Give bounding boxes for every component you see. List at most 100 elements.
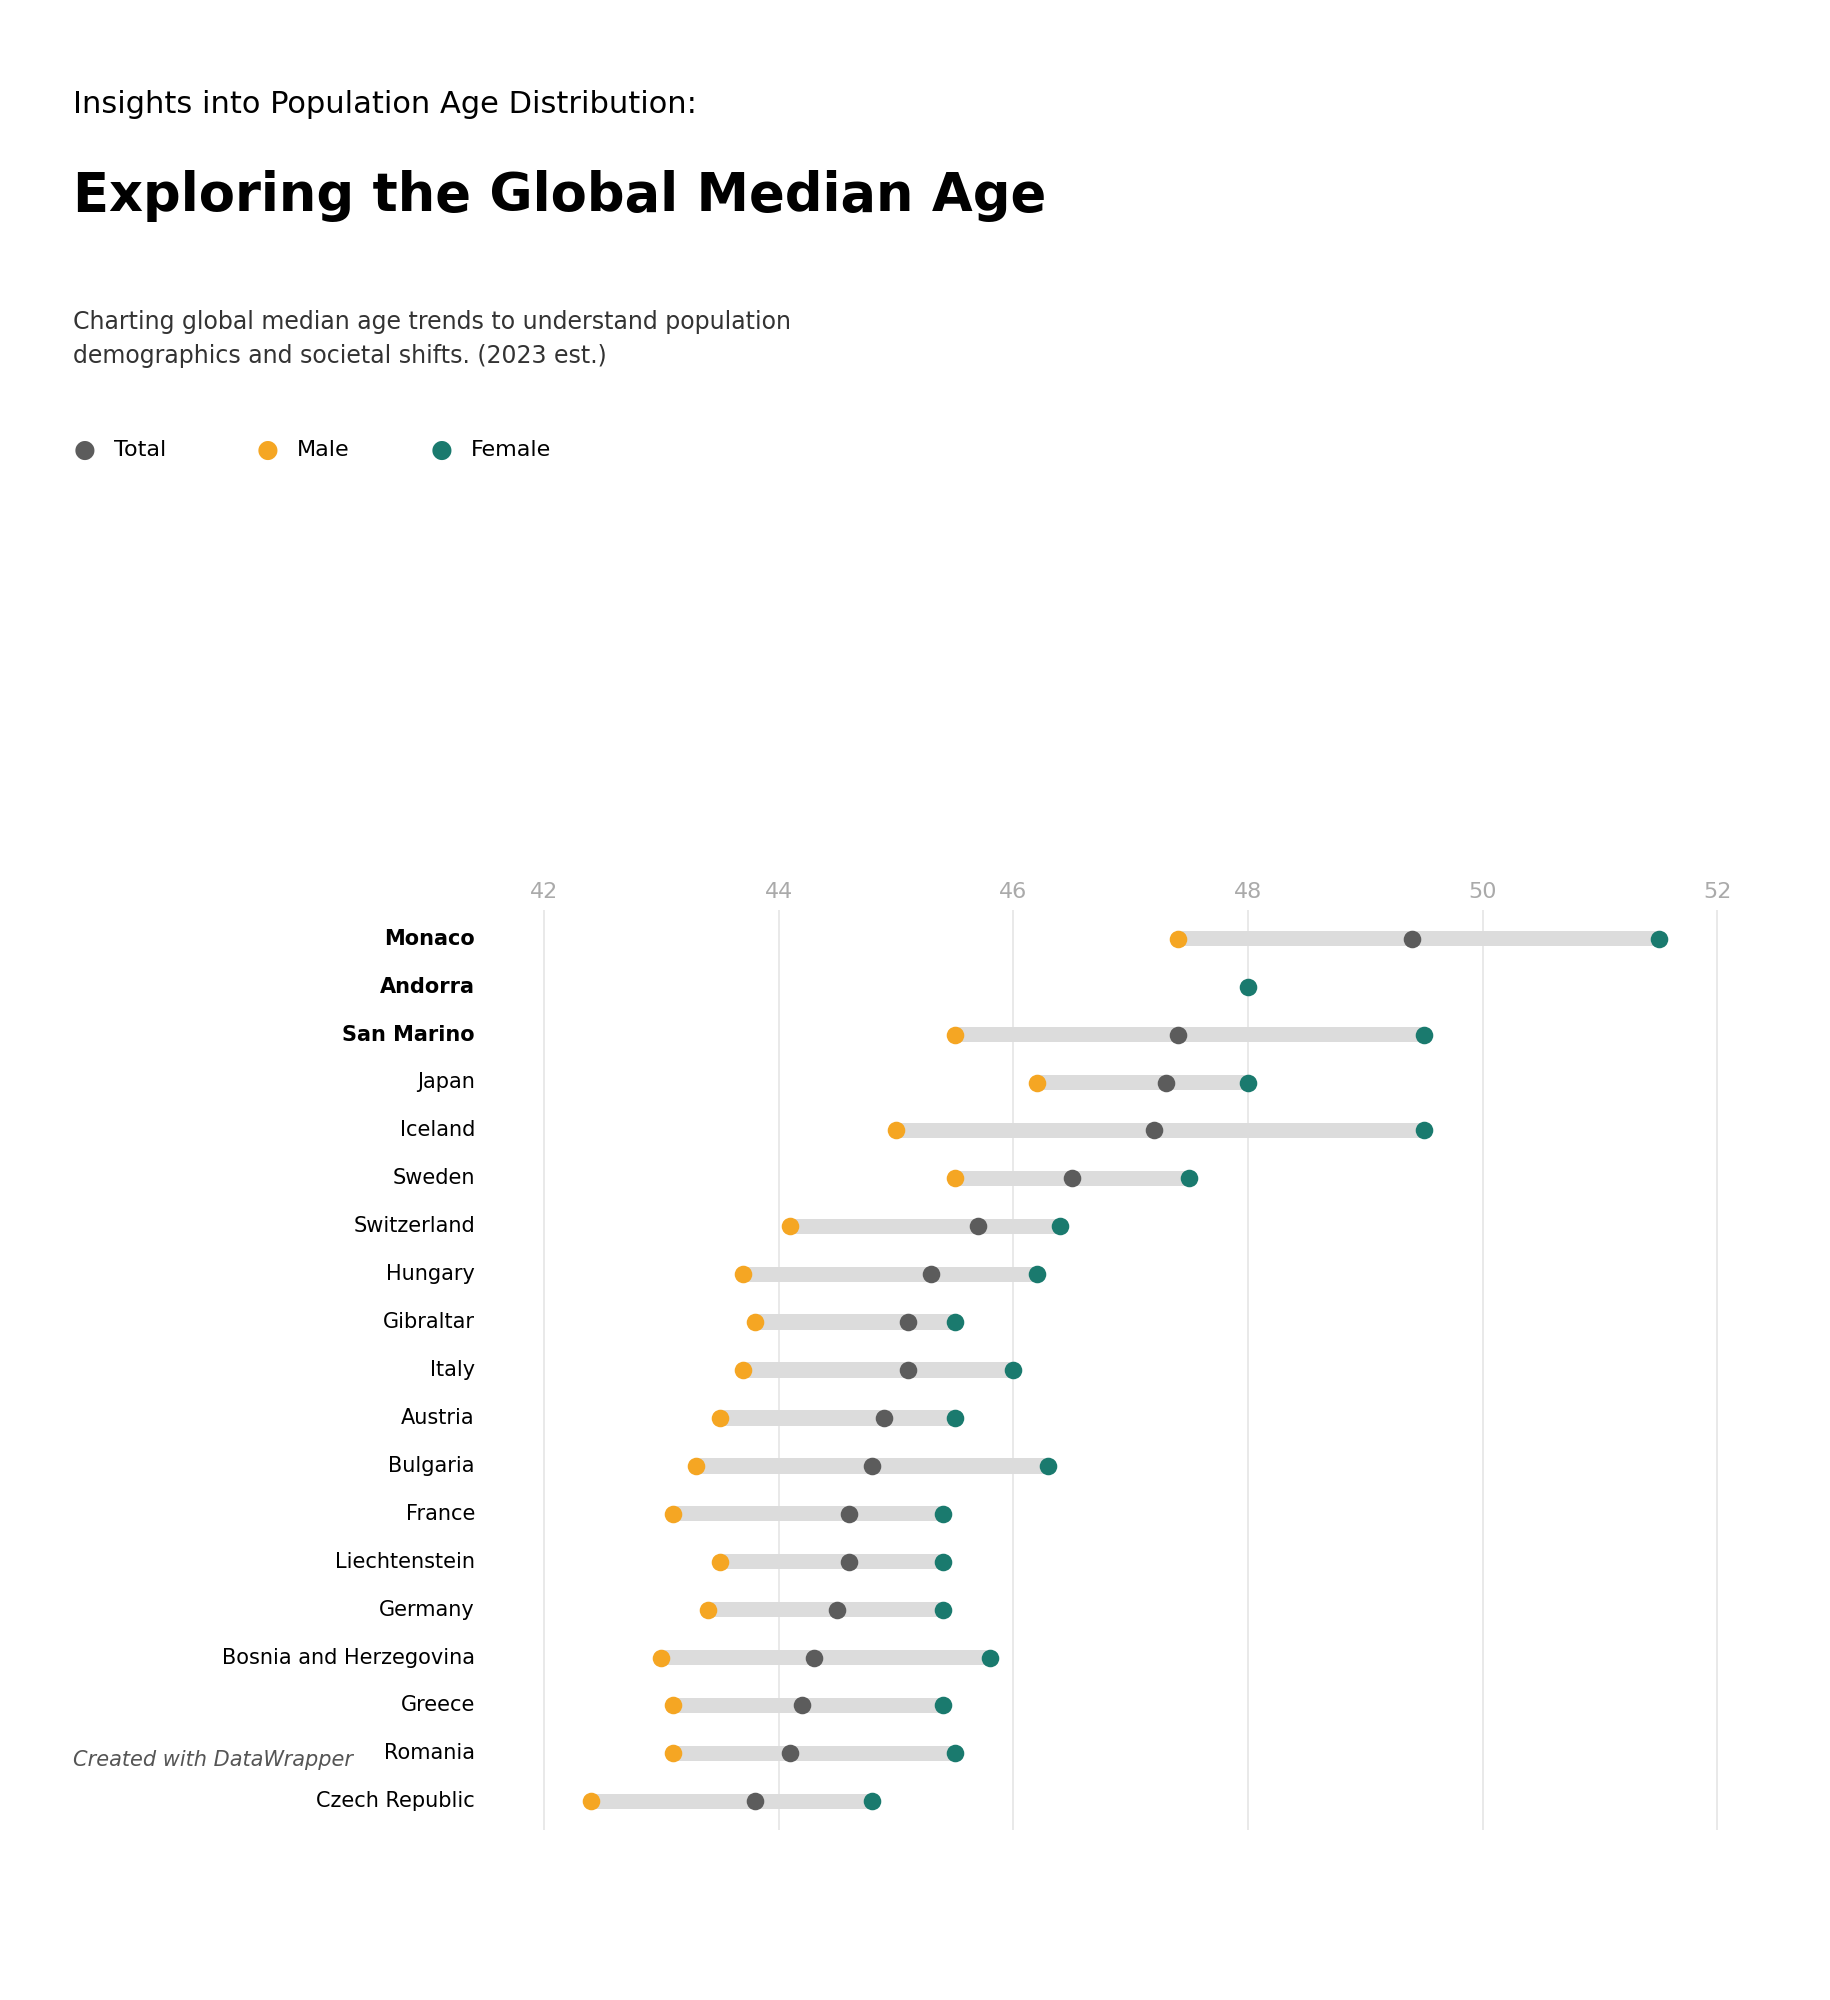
Text: Gibraltar: Gibraltar: [382, 1312, 474, 1332]
Text: Male: Male: [296, 440, 350, 460]
Text: Bosnia and Herzegovina: Bosnia and Herzegovina: [221, 1648, 474, 1668]
Point: [739, 1786, 769, 1818]
Point: [659, 1498, 688, 1530]
Point: [1233, 970, 1263, 1002]
Text: Monaco: Monaco: [384, 928, 474, 948]
Bar: [661, 1650, 990, 1666]
Point: [681, 1450, 710, 1482]
Text: Japan: Japan: [417, 1072, 474, 1092]
Point: [705, 1402, 734, 1434]
Bar: [791, 1218, 1060, 1234]
Bar: [953, 1170, 1190, 1186]
Bar: [673, 1698, 942, 1714]
Point: [659, 1738, 688, 1770]
Point: [822, 1594, 851, 1626]
Text: Sweden: Sweden: [392, 1168, 474, 1188]
Point: [997, 1354, 1027, 1386]
Text: Source: CIA World Factbook, 2023 est.: Source: CIA World Factbook, 2023 est.: [1440, 1898, 1784, 1916]
Bar: [743, 1266, 1036, 1282]
Text: Andorra: Andorra: [379, 976, 474, 996]
Point: [776, 1738, 805, 1770]
Bar: [1036, 1074, 1248, 1090]
Point: [1643, 922, 1673, 954]
Point: [798, 1642, 827, 1674]
Text: Total: Total: [113, 440, 167, 460]
Point: [928, 1594, 957, 1626]
Point: [739, 1306, 769, 1338]
Point: [1138, 1114, 1168, 1146]
Point: [963, 1210, 992, 1242]
Text: Germany: Germany: [379, 1600, 474, 1620]
Point: [705, 1546, 734, 1578]
Point: [880, 1114, 910, 1146]
Bar: [673, 1506, 942, 1522]
Point: [834, 1546, 864, 1578]
Point: [1175, 1162, 1204, 1194]
Text: Female: Female: [470, 440, 551, 460]
Point: [893, 1306, 922, 1338]
Text: Liechtenstein: Liechtenstein: [335, 1552, 474, 1572]
Point: [975, 1642, 1005, 1674]
Point: [1021, 1258, 1050, 1290]
Text: Hungary: Hungary: [386, 1264, 474, 1284]
Text: Iceland: Iceland: [399, 1120, 474, 1140]
Text: Charting global median age trends to understand population
demographics and soci: Charting global median age trends to und…: [73, 310, 791, 368]
Point: [1056, 1162, 1085, 1194]
Text: By: Vijay Jadhav: By: Vijay Jadhav: [1640, 1944, 1784, 1962]
Text: Bulgaria: Bulgaria: [388, 1456, 474, 1476]
Text: Austria: Austria: [401, 1408, 474, 1428]
Point: [1409, 1114, 1438, 1146]
Point: [1162, 1018, 1191, 1050]
Text: #30DayChartChallenge: #30DayChartChallenge: [46, 1908, 587, 1948]
Text: Switzerland: Switzerland: [353, 1216, 474, 1236]
Text: Exploring the Global Median Age: Exploring the Global Median Age: [73, 170, 1047, 222]
Text: Insights into Population Age Distribution:: Insights into Population Age Distributio…: [73, 90, 697, 120]
Point: [939, 1738, 968, 1770]
Text: ●: ●: [73, 438, 95, 462]
Bar: [754, 1314, 953, 1330]
Bar: [1177, 932, 1658, 946]
Point: [787, 1690, 816, 1722]
Text: Created with DataWrapper: Created with DataWrapper: [73, 1750, 353, 1770]
Point: [928, 1690, 957, 1722]
Point: [1162, 922, 1191, 954]
Text: Greece: Greece: [401, 1696, 474, 1716]
Text: ●: ●: [256, 438, 278, 462]
Point: [928, 1546, 957, 1578]
Point: [728, 1258, 758, 1290]
Bar: [673, 1746, 953, 1760]
Point: [1396, 922, 1426, 954]
Bar: [719, 1554, 942, 1570]
Point: [939, 1162, 968, 1194]
Point: [1045, 1210, 1074, 1242]
Point: [659, 1690, 688, 1722]
Point: [939, 1306, 968, 1338]
Bar: [953, 1026, 1424, 1042]
Point: [1233, 1066, 1263, 1098]
Point: [939, 1018, 968, 1050]
Bar: [695, 1458, 1049, 1474]
Point: [834, 1498, 864, 1530]
Text: France: France: [404, 1504, 474, 1524]
Point: [856, 1786, 886, 1818]
Bar: [591, 1794, 871, 1808]
Point: [576, 1786, 606, 1818]
Text: San Marino: San Marino: [342, 1024, 474, 1044]
Point: [1021, 1066, 1050, 1098]
Point: [893, 1354, 922, 1386]
Bar: [743, 1362, 1012, 1378]
Point: [1151, 1066, 1180, 1098]
Point: [728, 1354, 758, 1386]
Text: ●: ●: [430, 438, 452, 462]
Point: [1034, 1450, 1063, 1482]
Point: [776, 1210, 805, 1242]
Point: [1409, 1018, 1438, 1050]
Text: Romania: Romania: [384, 1744, 474, 1764]
Point: [869, 1402, 899, 1434]
Point: [646, 1642, 675, 1674]
Bar: [708, 1602, 942, 1618]
Bar: [719, 1410, 953, 1426]
Point: [939, 1402, 968, 1434]
Text: Italy: Italy: [430, 1360, 474, 1380]
Point: [917, 1258, 946, 1290]
